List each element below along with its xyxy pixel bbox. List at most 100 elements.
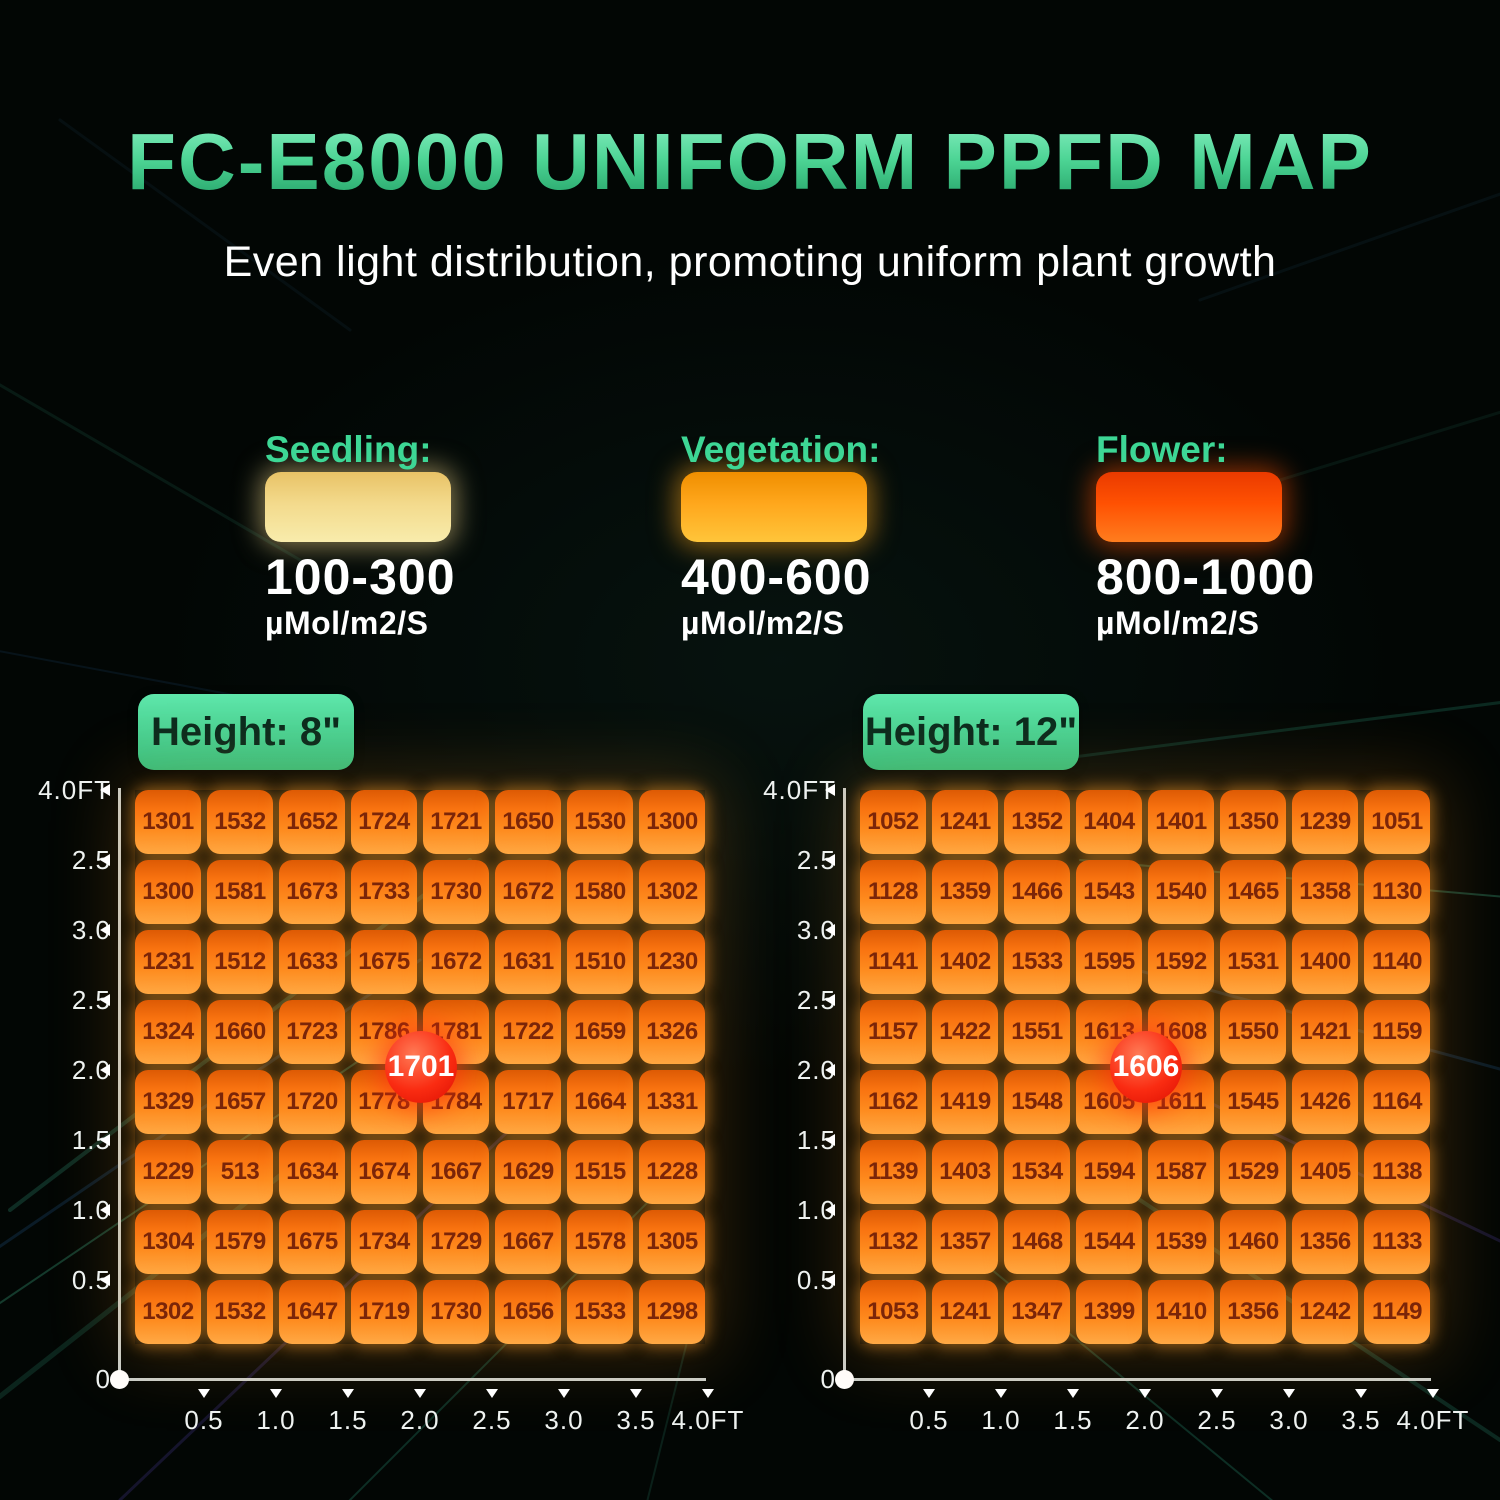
ppfd-cell: 1629	[495, 1140, 561, 1204]
ppfd-cell: 513	[207, 1140, 273, 1204]
axis-origin-dot	[110, 1370, 129, 1389]
y-axis-tick-icon	[100, 1134, 110, 1146]
ppfd-cell: 1545	[1220, 1070, 1286, 1134]
ppfd-cell: 1402	[932, 930, 998, 994]
x-axis-tick-label: 0.5	[909, 1405, 949, 1435]
ppfd-cell: 1359	[932, 860, 998, 924]
ppfd-cell: 1326	[639, 1000, 705, 1064]
x-axis-tick-label: 3.0	[544, 1405, 584, 1435]
ppfd-cell: 1595	[1076, 930, 1142, 994]
center-ppfd-badge: 1701	[385, 1031, 457, 1103]
ppfd-cell: 1298	[639, 1280, 705, 1344]
ppfd-cell: 1419	[932, 1070, 998, 1134]
ppfd-cell: 1529	[1220, 1140, 1286, 1204]
ppfd-cell: 1399	[1076, 1280, 1142, 1344]
ppfd-cell: 1356	[1292, 1210, 1358, 1274]
y-axis-tick-icon	[825, 924, 835, 936]
x-axis-tick-icon	[923, 1389, 935, 1398]
x-axis-tick-label: 0.5	[184, 1405, 224, 1435]
x-axis-tick-label: 1.0	[256, 1405, 296, 1435]
y-axis-tick-label: 1.0	[71, 1195, 111, 1225]
y-axis-tick-label: 2.5	[71, 845, 111, 875]
ppfd-cell: 1229	[135, 1140, 201, 1204]
ppfd-cell: 1664	[567, 1070, 633, 1134]
y-axis-tick-icon	[825, 854, 835, 866]
x-axis	[844, 1378, 1431, 1381]
x-axis-tick-icon	[270, 1389, 282, 1398]
ppfd-grid: 1301 1532 1652 1724 1721 1650 1530 1300 1300 1581…	[135, 790, 705, 1344]
x-axis-tick-icon	[1355, 1389, 1367, 1398]
x-axis-tick-label: 1.5	[1053, 1405, 1093, 1435]
seedling-color-swatch	[265, 472, 451, 542]
ppfd-cell: 1634	[279, 1140, 345, 1204]
ppfd-cell: 1548	[1004, 1070, 1070, 1134]
ppfd-cell: 1594	[1076, 1140, 1142, 1204]
ppfd-cell: 1149	[1364, 1280, 1430, 1344]
ppfd-cell: 1733	[351, 860, 417, 924]
y-axis-tick-icon	[100, 784, 110, 796]
ppfd-cell: 1241	[932, 1280, 998, 1344]
legend-item-flower: Flower: 800-1000 µMol/m2/S	[1096, 430, 1356, 642]
ppfd-cell: 1667	[423, 1140, 489, 1204]
legend-unit: µMol/m2/S	[1096, 605, 1260, 641]
ppfd-cell: 1530	[567, 790, 633, 854]
x-axis-tick-icon	[342, 1389, 354, 1398]
y-axis-tick-icon	[100, 994, 110, 1006]
ppfd-cell: 1466	[1004, 860, 1070, 924]
y-axis-tick-label: 2.0	[796, 1055, 836, 1085]
x-axis-tick-icon	[1139, 1389, 1151, 1398]
x-axis-tick-icon	[414, 1389, 426, 1398]
legend-item-vegetation: Vegetation: 400-600 µMol/m2/S	[681, 430, 941, 642]
ppfd-cell: 1734	[351, 1210, 417, 1274]
ppfd-cell: 1241	[932, 790, 998, 854]
y-axis-tick-icon	[100, 1274, 110, 1286]
y-axis-tick-label: 1.5	[796, 1125, 836, 1155]
ppfd-cell: 1304	[135, 1210, 201, 1274]
ppfd-cell: 1647	[279, 1280, 345, 1344]
x-axis-tick-label: 1.5	[328, 1405, 368, 1435]
x-axis-tick-icon	[198, 1389, 210, 1398]
legend-unit: µMol/m2/S	[265, 605, 429, 641]
ppfd-cell: 1534	[1004, 1140, 1070, 1204]
ppfd-cell: 1410	[1148, 1280, 1214, 1344]
ppfd-cell: 1544	[1076, 1210, 1142, 1274]
vegetation-color-swatch	[681, 472, 867, 542]
page-title: FC-E8000 UNIFORM PPFD MAP	[0, 116, 1500, 208]
ppfd-cell: 1052	[860, 790, 926, 854]
ppfd-cell: 1130	[1364, 860, 1430, 924]
ppfd-cell: 1357	[932, 1210, 998, 1274]
x-axis-tick-label: 3.5	[1341, 1405, 1381, 1435]
axis-origin-dot	[835, 1370, 854, 1389]
ppfd-cell: 1659	[567, 1000, 633, 1064]
x-axis-tick-label: 3.0	[1269, 1405, 1309, 1435]
y-axis-tick-icon	[825, 994, 835, 1006]
x-axis-tick-label: 2.5	[472, 1405, 512, 1435]
y-axis-tick-icon	[825, 1204, 835, 1216]
ppfd-cell: 1162	[860, 1070, 926, 1134]
ppfd-cell: 1533	[1004, 930, 1070, 994]
ppfd-cell: 1140	[1364, 930, 1430, 994]
y-axis-tick-icon	[100, 854, 110, 866]
legend-range: 800-1000	[1096, 549, 1316, 605]
y-axis	[843, 788, 846, 1379]
legend-range: 400-600	[681, 549, 872, 605]
y-axis-tick-label: 0.5	[71, 1265, 111, 1295]
ppfd-cell: 1404	[1076, 790, 1142, 854]
ppfd-cell: 1540	[1148, 860, 1214, 924]
y-axis	[118, 788, 121, 1379]
ppfd-cell: 1633	[279, 930, 345, 994]
y-axis-tick-label: 0.5	[796, 1265, 836, 1295]
y-axis-tick-label: 1.5	[71, 1125, 111, 1155]
origin-label: 0	[95, 1364, 111, 1394]
ppfd-cell: 1350	[1220, 790, 1286, 854]
ppfd-grid: 1052 1241 1352 1404 1401 1350 1239 1051 1128 1359…	[860, 790, 1430, 1344]
ppfd-cell: 1465	[1220, 860, 1286, 924]
ppfd-cell: 1230	[639, 930, 705, 994]
ppfd-cell: 1672	[423, 930, 489, 994]
legend-label: Vegetation:	[681, 429, 881, 470]
y-axis-tick-label: 1.0	[796, 1195, 836, 1225]
x-axis-tick-icon	[630, 1389, 642, 1398]
ppfd-cell: 1324	[135, 1000, 201, 1064]
ppfd-cell: 1786	[351, 1000, 417, 1064]
